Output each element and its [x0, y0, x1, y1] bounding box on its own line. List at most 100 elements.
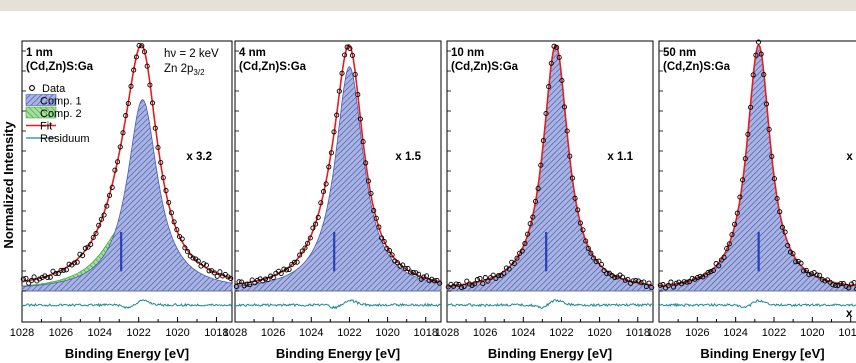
- thickness-label: 50 nm: [663, 47, 696, 59]
- legend-item: Data: [29, 83, 66, 95]
- legend-item: Comp. 2: [25, 106, 82, 120]
- data-point: [671, 284, 677, 290]
- data-point: [665, 283, 671, 289]
- data-point: [112, 167, 118, 173]
- scale-factor: x 1.5: [395, 151, 421, 163]
- x-tick-label: 1022: [337, 327, 361, 339]
- data-point: [373, 215, 379, 221]
- data-point: [437, 280, 443, 286]
- data-point: [708, 269, 714, 275]
- data-point: [228, 275, 234, 281]
- data-point: [472, 281, 478, 287]
- x-tick-label: 1026: [261, 327, 285, 339]
- data-point: [160, 175, 166, 181]
- data-point: [604, 271, 610, 277]
- panel-frame: [21, 40, 233, 323]
- data-point: [591, 255, 597, 261]
- data-point: [355, 92, 361, 98]
- data-point: [782, 229, 788, 235]
- data-point: [334, 112, 340, 118]
- data-point: [123, 113, 129, 119]
- data-point: [575, 207, 581, 213]
- data-point: [147, 82, 153, 88]
- data-point: [445, 284, 451, 290]
- data-point: [538, 162, 544, 168]
- data-point: [464, 278, 470, 284]
- data-point: [525, 231, 531, 237]
- data-points: [233, 44, 443, 289]
- x-tick-label: 1026: [473, 327, 497, 339]
- data-point: [120, 130, 126, 136]
- x-tick-label: 1020: [375, 327, 399, 339]
- data-point: [331, 129, 337, 135]
- fit-line: [447, 43, 654, 287]
- data-point: [365, 178, 371, 184]
- data-point: [53, 270, 59, 277]
- data-point: [583, 238, 589, 244]
- data-point: [625, 276, 631, 283]
- data-point: [540, 138, 546, 144]
- data-point: [495, 273, 502, 279]
- data-point: [400, 262, 406, 268]
- data-point: [344, 44, 350, 50]
- data-point: [798, 260, 804, 266]
- data-point: [246, 282, 253, 288]
- data-point: [694, 275, 701, 281]
- data-point: [554, 44, 560, 50]
- data-point: [429, 276, 435, 282]
- data-point: [474, 277, 480, 283]
- data-point: [90, 234, 96, 241]
- data-point: [410, 269, 416, 275]
- data-point: [310, 225, 316, 231]
- data-point: [397, 263, 403, 269]
- x-tick-label: 1024: [299, 327, 323, 339]
- data-point: [684, 279, 690, 285]
- data-point: [633, 277, 639, 284]
- data-point: [155, 144, 161, 151]
- legend-item: Residuum: [26, 133, 90, 145]
- data-point: [128, 83, 134, 89]
- legend-label: Comp. 2: [40, 108, 82, 120]
- data-point: [117, 144, 123, 150]
- x-tick-label: 1024: [88, 327, 112, 339]
- x-tick-label: 1028: [435, 327, 459, 339]
- data-point: [291, 259, 297, 265]
- data-point: [785, 242, 791, 249]
- data-point: [244, 281, 250, 287]
- data-point: [758, 51, 764, 57]
- data-point: [104, 203, 110, 209]
- panel-4: 1028 1026 1024 1022 1020 1018 50 nm (Cd,Zn)S:Ga…: [647, 39, 856, 361]
- data-point: [182, 245, 188, 251]
- data-point: [307, 235, 313, 241]
- data-point: [360, 139, 366, 145]
- data-point: [649, 284, 655, 291]
- thickness-label: 10 nm: [451, 47, 484, 59]
- data-point: [168, 210, 174, 216]
- legend-item: Fit: [26, 121, 56, 133]
- data-point: [45, 274, 51, 281]
- data-point: [141, 49, 148, 55]
- data-point: [302, 245, 308, 251]
- data-point: [313, 221, 319, 227]
- data-point: [389, 252, 395, 258]
- data-point: [158, 159, 164, 166]
- data-point: [254, 277, 260, 283]
- data-point: [559, 77, 565, 84]
- residuum-line: [446, 299, 653, 310]
- data-point: [136, 42, 142, 49]
- data-point: [413, 270, 419, 276]
- x-tick-label: 1022: [126, 327, 150, 339]
- data-point: [657, 282, 663, 288]
- data-point: [803, 267, 809, 273]
- data-point: [774, 195, 780, 202]
- legend-label: Comp. 1: [40, 96, 82, 108]
- data-point: [152, 125, 158, 131]
- data-point: [548, 60, 554, 66]
- x-tick-label: 1018: [838, 327, 856, 339]
- data-point: [673, 280, 679, 286]
- data-point: [519, 248, 525, 254]
- x-tick-label: 1028: [647, 327, 671, 339]
- x-tick-label: 1024: [723, 327, 747, 339]
- x-tick-label: 1024: [511, 327, 535, 339]
- data-point: [838, 281, 844, 287]
